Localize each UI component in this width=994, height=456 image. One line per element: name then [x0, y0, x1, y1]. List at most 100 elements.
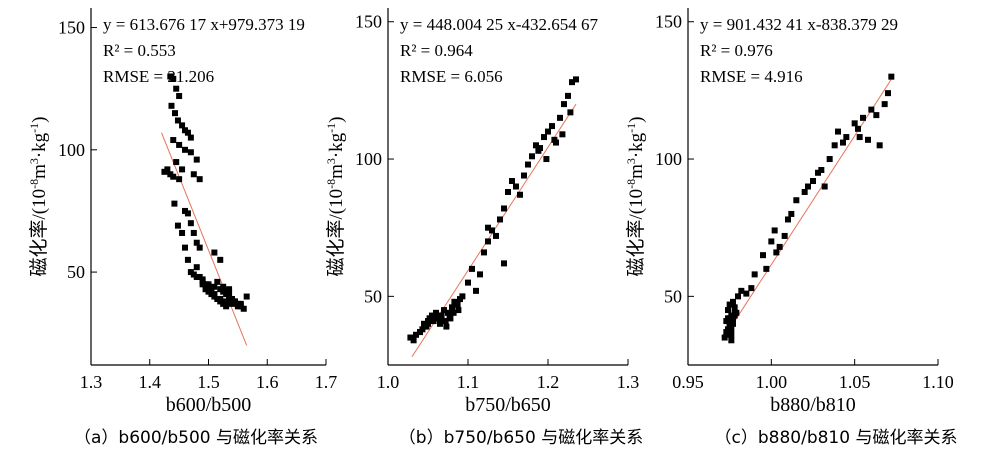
- data-point: [771, 227, 778, 234]
- data-point: [788, 210, 795, 217]
- y-tick-label: 150: [355, 12, 382, 32]
- data-point: [190, 229, 197, 236]
- data-point: [413, 331, 419, 338]
- fit-line: [732, 76, 894, 325]
- data-point: [193, 239, 200, 246]
- data-point: [805, 183, 811, 190]
- data-point: [184, 256, 191, 263]
- data-point: [435, 312, 442, 319]
- chart-panel-2: 1.0 1.1 1.2 1.350100150b750/b650磁化率/(10-8m3…: [324, 8, 643, 448]
- data-point: [888, 73, 895, 80]
- y-axis-label-part: ): [326, 116, 347, 122]
- data-point: [421, 323, 428, 330]
- data-point: [738, 287, 745, 294]
- data-point: [459, 293, 466, 300]
- y-axis-label-part: -1: [27, 123, 41, 133]
- data-point: [748, 285, 755, 292]
- data-point: [751, 271, 758, 278]
- x-axis-label: b880/b810: [770, 394, 856, 416]
- data-point: [161, 168, 168, 175]
- data-point: [529, 153, 535, 160]
- x-tick-label: 1.7: [315, 372, 338, 392]
- data-point: [559, 131, 566, 138]
- figure-caption: （c）b880/b810 与磁化率关系: [715, 428, 958, 448]
- data-point: [860, 114, 866, 121]
- data-point: [569, 79, 575, 86]
- data-point: [237, 300, 244, 307]
- data-point: [217, 295, 224, 302]
- data-point: [565, 92, 571, 99]
- data-point: [535, 147, 542, 154]
- data-point: [831, 142, 838, 149]
- data-point: [170, 137, 177, 144]
- data-point: [211, 249, 218, 256]
- data-point: [728, 331, 735, 338]
- data-point: [505, 188, 511, 195]
- data-point: [726, 315, 733, 322]
- data-point: [725, 307, 731, 314]
- data-point: [202, 281, 209, 288]
- data-point: [561, 101, 567, 108]
- data-point: [176, 176, 183, 183]
- annotation-equation: y = 448.004 25 x-432.654 67: [400, 15, 598, 34]
- data-point: [509, 178, 515, 185]
- data-point: [431, 315, 438, 322]
- data-point: [735, 293, 741, 300]
- x-tick-label: 1.3: [80, 372, 103, 392]
- x-tick-label: 1.05: [839, 372, 871, 392]
- data-point: [521, 172, 527, 179]
- data-point: [567, 109, 574, 116]
- annotation-rmse: RMSE = 4.916: [700, 67, 803, 86]
- data-point: [170, 173, 177, 180]
- data-point: [728, 326, 735, 333]
- y-axis-label-part: 磁化率/(10: [28, 189, 50, 277]
- data-point: [174, 222, 181, 229]
- data-point: [243, 293, 250, 300]
- data-point: [447, 315, 454, 322]
- data-point: [184, 129, 191, 136]
- data-point: [217, 256, 224, 263]
- data-point: [773, 249, 780, 256]
- data-point: [760, 252, 766, 259]
- x-tick-label: 1.6: [256, 372, 279, 392]
- data-point: [417, 329, 423, 336]
- data-point: [173, 85, 180, 92]
- data-point: [211, 291, 218, 298]
- data-point: [407, 334, 414, 341]
- data-point: [220, 283, 227, 290]
- data-point: [497, 216, 503, 223]
- annotation-r2: R² = 0.976: [700, 41, 773, 60]
- x-tick-label: 1.0: [377, 372, 400, 392]
- chart-panel-3: 0.95 1.00 1.05 1.10 50 100 150 b880/b810 磁化率/(10…: [624, 8, 957, 448]
- data-point: [223, 298, 230, 305]
- y-axis-label-part: ·kg: [626, 132, 647, 158]
- data-point: [465, 279, 471, 286]
- data-point: [549, 123, 555, 130]
- data-point: [187, 220, 194, 227]
- x-tick-label: 1.1: [457, 372, 480, 392]
- data-point: [196, 244, 203, 251]
- data-point: [785, 216, 791, 223]
- data-point: [865, 136, 871, 143]
- data-point: [793, 197, 800, 204]
- data-point: [443, 323, 450, 330]
- y-tick-label: 100: [58, 140, 85, 160]
- data-point: [726, 301, 733, 308]
- data-point: [208, 286, 215, 293]
- data-point: [410, 337, 417, 344]
- data-point: [176, 141, 183, 148]
- data-point: [231, 298, 238, 305]
- data-point: [179, 166, 186, 173]
- x-tick-label: 1.2: [537, 372, 560, 392]
- y-axis-label-part: -1: [624, 123, 638, 133]
- data-point: [184, 210, 191, 217]
- y-axis-label-part: ): [29, 116, 50, 122]
- annotation-equation: y = 901.432 41 x-838.379 29: [700, 15, 898, 34]
- y-axis-label-part: -8: [27, 179, 41, 189]
- data-point: [543, 156, 550, 163]
- data-point: [223, 303, 230, 310]
- data-point: [425, 320, 431, 327]
- data-point: [455, 307, 462, 314]
- annotation-r2: R² = 0.964: [400, 41, 473, 60]
